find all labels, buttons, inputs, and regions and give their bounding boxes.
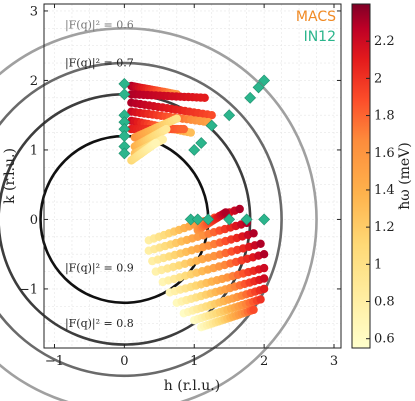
macs-lower-point bbox=[235, 204, 244, 214]
colorbar-ticks: 0.6 0.8 1 1.2 1.4 1.6 1.8 2 2.2 bbox=[366, 34, 395, 347]
circle-label: |F(q)|² = 0.9 bbox=[65, 262, 134, 276]
colorbar-tick-label: 0.8 bbox=[374, 295, 395, 310]
circle-label: |F(q)|² = 0.8 bbox=[65, 317, 134, 331]
macs-upper-point bbox=[200, 93, 209, 103]
colorbar-tick-label: 1.4 bbox=[374, 183, 395, 198]
macs-upper-point bbox=[158, 135, 167, 144]
in12-point bbox=[188, 144, 201, 156]
in12-point bbox=[223, 109, 236, 122]
in12-point bbox=[118, 147, 131, 160]
y-tick-label: 1 bbox=[30, 143, 38, 158]
in12-point bbox=[244, 91, 257, 104]
colorbar-tick-label: 2.2 bbox=[374, 34, 395, 49]
macs-upper-point bbox=[179, 124, 188, 134]
colorbar-tick-label: 2 bbox=[374, 71, 382, 86]
in12-point bbox=[118, 130, 131, 142]
x-axis-label: h (r.l.u.) bbox=[164, 378, 220, 394]
form-factor-circle-3 bbox=[0, 27, 318, 401]
in12-point bbox=[191, 213, 204, 226]
macs-upper-point bbox=[151, 138, 160, 148]
macs-upper-point bbox=[172, 114, 181, 123]
in12-point bbox=[202, 213, 215, 226]
colorbar-tick-label: 0.6 bbox=[374, 332, 395, 347]
in12-point bbox=[223, 213, 236, 226]
macs-lower-point bbox=[259, 274, 269, 283]
x-tick-label: 1 bbox=[190, 354, 198, 369]
macs-lower-point bbox=[259, 263, 269, 273]
y-tick-label: −1 bbox=[19, 282, 38, 297]
colorbar-tick-label: 1.8 bbox=[374, 109, 395, 124]
macs-lower-point bbox=[259, 250, 269, 259]
form-factor-circle-2 bbox=[0, 61, 283, 378]
in12-point bbox=[205, 119, 218, 132]
x-tick-label: 2 bbox=[260, 354, 268, 369]
macs-upper-point bbox=[207, 111, 216, 120]
legend: MACS IN12 bbox=[296, 9, 336, 45]
colorbar-label: ħω (meV) bbox=[397, 142, 413, 209]
macs-lower-point bbox=[249, 305, 258, 314]
colorbar-tick-label: 1.6 bbox=[374, 146, 395, 161]
y-tick-label: 2 bbox=[30, 74, 38, 89]
colorbar: 0.6 0.8 1 1.2 1.4 1.6 1.8 2 2.2 ħω (meV) bbox=[351, 3, 413, 349]
in12-point bbox=[240, 213, 253, 226]
in12-point bbox=[195, 137, 208, 149]
circle-label: |F(q)|² = 0.6 bbox=[65, 18, 134, 32]
colorbar-scale bbox=[351, 3, 371, 349]
in12-point bbox=[258, 74, 271, 87]
circle-label: |F(q)|² = 0.7 bbox=[65, 57, 134, 71]
y-tick-label: 0 bbox=[30, 213, 38, 228]
macs-data bbox=[127, 81, 269, 332]
in12-point bbox=[252, 81, 265, 94]
macs-upper-point bbox=[186, 128, 195, 137]
circle-annotations: |F(q)|² = 0.9 |F(q)|² = 0.8 |F(q)|² = 0.7 |… bbox=[65, 18, 134, 331]
form-factor-circles bbox=[0, 27, 318, 401]
macs-lower-point bbox=[256, 239, 265, 248]
legend-macs: MACS bbox=[296, 9, 336, 25]
y-tick-label: 3 bbox=[30, 4, 38, 19]
macs-lower-point bbox=[256, 295, 265, 304]
in12-point bbox=[118, 88, 131, 101]
legend-in12: IN12 bbox=[304, 29, 336, 45]
x-tick-label: 3 bbox=[330, 354, 338, 369]
macs-upper-point bbox=[162, 124, 171, 134]
macs-lower-point bbox=[259, 284, 269, 294]
y-axis-label: k (r.l.u.) bbox=[2, 148, 18, 204]
x-tick-label: −1 bbox=[45, 354, 64, 369]
axis-ticks: −1 0 1 2 3 −1 0 1 2 3 bbox=[19, 4, 341, 369]
in12-point bbox=[258, 213, 271, 226]
colorbar-tick-label: 1.2 bbox=[374, 220, 395, 235]
colorbar-tick-label: 1 bbox=[374, 257, 382, 272]
x-tick-label: 0 bbox=[120, 354, 128, 369]
macs-lower-point bbox=[221, 208, 230, 217]
macs-lower-point bbox=[249, 229, 258, 238]
plot-frame bbox=[43, 3, 342, 349]
in12-data bbox=[118, 74, 271, 226]
